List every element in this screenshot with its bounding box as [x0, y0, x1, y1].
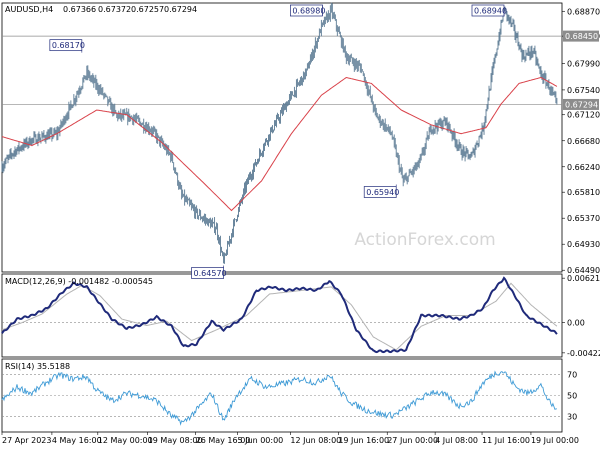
x-tick-label: 26 May 16:00 [196, 436, 251, 445]
rsi-line [1, 370, 557, 426]
level-price-box [563, 98, 599, 110]
ohlc-value: 0.67366 [63, 5, 96, 14]
panel-frame-macd [1, 273, 563, 358]
x-tick-label: 27 Jun 00:00 [387, 436, 438, 445]
labels-layer: 0.68870 0.68450 0.67990 0.67540 0.67120 0.666… [2, 4, 600, 445]
callout-box [49, 39, 83, 52]
x-tick-label: 4 May 16:00 [52, 436, 102, 445]
macd-line [1, 276, 558, 354]
level-price-label: 0.67294 [565, 100, 598, 109]
x-tick-label: 27 Apr 2023 [2, 436, 51, 445]
main-y-tick-label: 0.64930 [567, 240, 600, 249]
ohlc-value: 0.67294 [164, 5, 197, 14]
x-tick-label: 4 Jul 08:00 [435, 436, 478, 445]
callout-label: 0.68980 [292, 7, 325, 16]
callout-box [363, 186, 397, 198]
x-tick-label: 12 Jun 08:00 [290, 436, 341, 445]
x-tick-label: 19 May 08:00 [148, 436, 203, 445]
x-tick-label: 5 Jun 00:00 [238, 436, 284, 445]
rsi-y-tick-label: 70 [567, 371, 577, 380]
main-y-tick-label: 0.68870 [567, 7, 600, 16]
moving-average-line [1, 76, 558, 212]
macd-y-tick-label: 0.006217 [567, 274, 600, 283]
main-y-tick-label: 0.67540 [567, 86, 600, 95]
main-y-tick-label: 0.64490 [567, 266, 600, 275]
level-price-box [563, 30, 599, 42]
rsi-y-tick-label: 50 [567, 392, 577, 401]
rsi-title: RSI(14) 35.5188 [5, 362, 70, 371]
watermark-layer: ActionForex.com [354, 230, 495, 250]
ohlc-value: 0.67372 [98, 5, 131, 14]
main-y-tick-label: 0.65810 [567, 188, 600, 197]
ohlc-value: 0.67257 [131, 5, 164, 14]
x-tick-label: 11 Jul 16:00 [482, 436, 530, 445]
macd-title: MACD(12,26,9) -0.001482 -0.000545 [5, 277, 153, 286]
macd-signal-line [1, 282, 558, 351]
callout-box [191, 267, 224, 279]
level-price-label: 0.68450 [565, 32, 598, 41]
main-y-tick-label: 0.66680 [567, 137, 600, 146]
main-y-tick-label: 0.65370 [567, 214, 600, 223]
watermark: ActionForex.com [354, 230, 495, 250]
callout-label: 0.68940 [474, 7, 507, 16]
series-layer [1, 2, 558, 426]
x-tick-label: 12 May 00:00 [98, 436, 153, 445]
main-y-tick-label: 0.66240 [567, 163, 600, 172]
x-tick-label: 19 Jun 16:00 [338, 436, 389, 445]
panel-frame-main [1, 2, 563, 273]
main-title-symbol: AUDUSD,H4 [5, 5, 53, 14]
macd-y-tick-label: -0.004221 [567, 349, 600, 358]
callout-box [471, 4, 505, 17]
callout-label: 0.68170 [52, 41, 85, 50]
main-y-tick-label: 0.67120 [567, 111, 600, 120]
rsi-y-tick-label: 30 [567, 412, 577, 421]
callout-label: 0.64570 [194, 269, 227, 278]
main-y-tick-label: 0.67990 [567, 59, 600, 68]
callout-label: 0.65940 [366, 188, 399, 197]
callout-box [290, 4, 323, 17]
macd-y-tick-label: 0.00 [567, 319, 585, 328]
grid-layer [1, 2, 565, 435]
x-tick-label: 19 Jul 00:00 [531, 436, 579, 445]
